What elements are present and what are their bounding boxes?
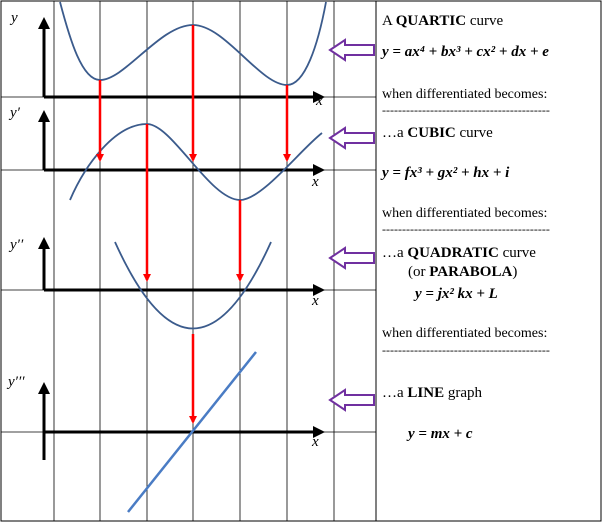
quadratic-pointer-icon — [328, 246, 375, 270]
quartic-graph: y x — [9, 1, 327, 109]
diff-text-1: when differentiated becomes: — [382, 87, 547, 102]
dash-line-2: ----------------------------------------… — [382, 222, 550, 236]
cubic-graph: y′ x — [8, 105, 325, 201]
quadratic-heading: …a QUADRATIC curve — [382, 245, 536, 261]
grid-lines — [1, 1, 376, 521]
quartic-y-label: y — [9, 10, 18, 26]
cubic-equation: y = fx³ + gx² + hx + i — [380, 165, 510, 181]
line-y-label: y′′′ — [6, 374, 25, 390]
quadratic-equation: y = jx² kx + L — [413, 286, 498, 302]
linear-graph — [127, 351, 257, 513]
line-heading: …a LINE graph — [382, 385, 483, 401]
dash-line-3: ----------------------------------------… — [382, 343, 550, 357]
quartic-pointer-icon — [328, 38, 375, 62]
pointer-arrows — [328, 38, 375, 412]
quadratic-graph: y′′ x — [8, 237, 325, 330]
cubic-x-label: x — [311, 174, 319, 190]
quadratic-y-label: y′′ — [8, 237, 24, 253]
diff-text-2: when differentiated becomes: — [382, 206, 547, 221]
cubic-y-label: y′ — [8, 105, 21, 121]
cubic-curve — [69, 123, 323, 201]
line-x-label: x — [311, 434, 319, 450]
quadratic-curve — [114, 241, 272, 330]
line-equation: y = mx + c — [406, 426, 473, 442]
quartic-x-label: x — [315, 93, 323, 109]
parabola-note: (or PARABOLA) — [408, 264, 517, 280]
cubic-heading: …a CUBIC curve — [382, 125, 493, 141]
text-panel: A QUARTIC curve y = ax⁴ + bx³ + cx² + dx… — [380, 13, 550, 442]
quadratic-x-label: x — [311, 293, 319, 309]
dash-line-1: ----------------------------------------… — [382, 103, 550, 117]
quartic-heading: A QUARTIC curve — [382, 13, 503, 29]
cubic-pointer-icon — [328, 126, 375, 150]
line-graph: y′′′ x — [6, 351, 325, 513]
diff-text-3: when differentiated becomes: — [382, 326, 547, 341]
quartic-equation: y = ax⁴ + bx³ + cx² + dx + e — [380, 44, 549, 60]
derivative-arrows — [96, 25, 291, 424]
line-pointer-icon — [328, 388, 375, 412]
